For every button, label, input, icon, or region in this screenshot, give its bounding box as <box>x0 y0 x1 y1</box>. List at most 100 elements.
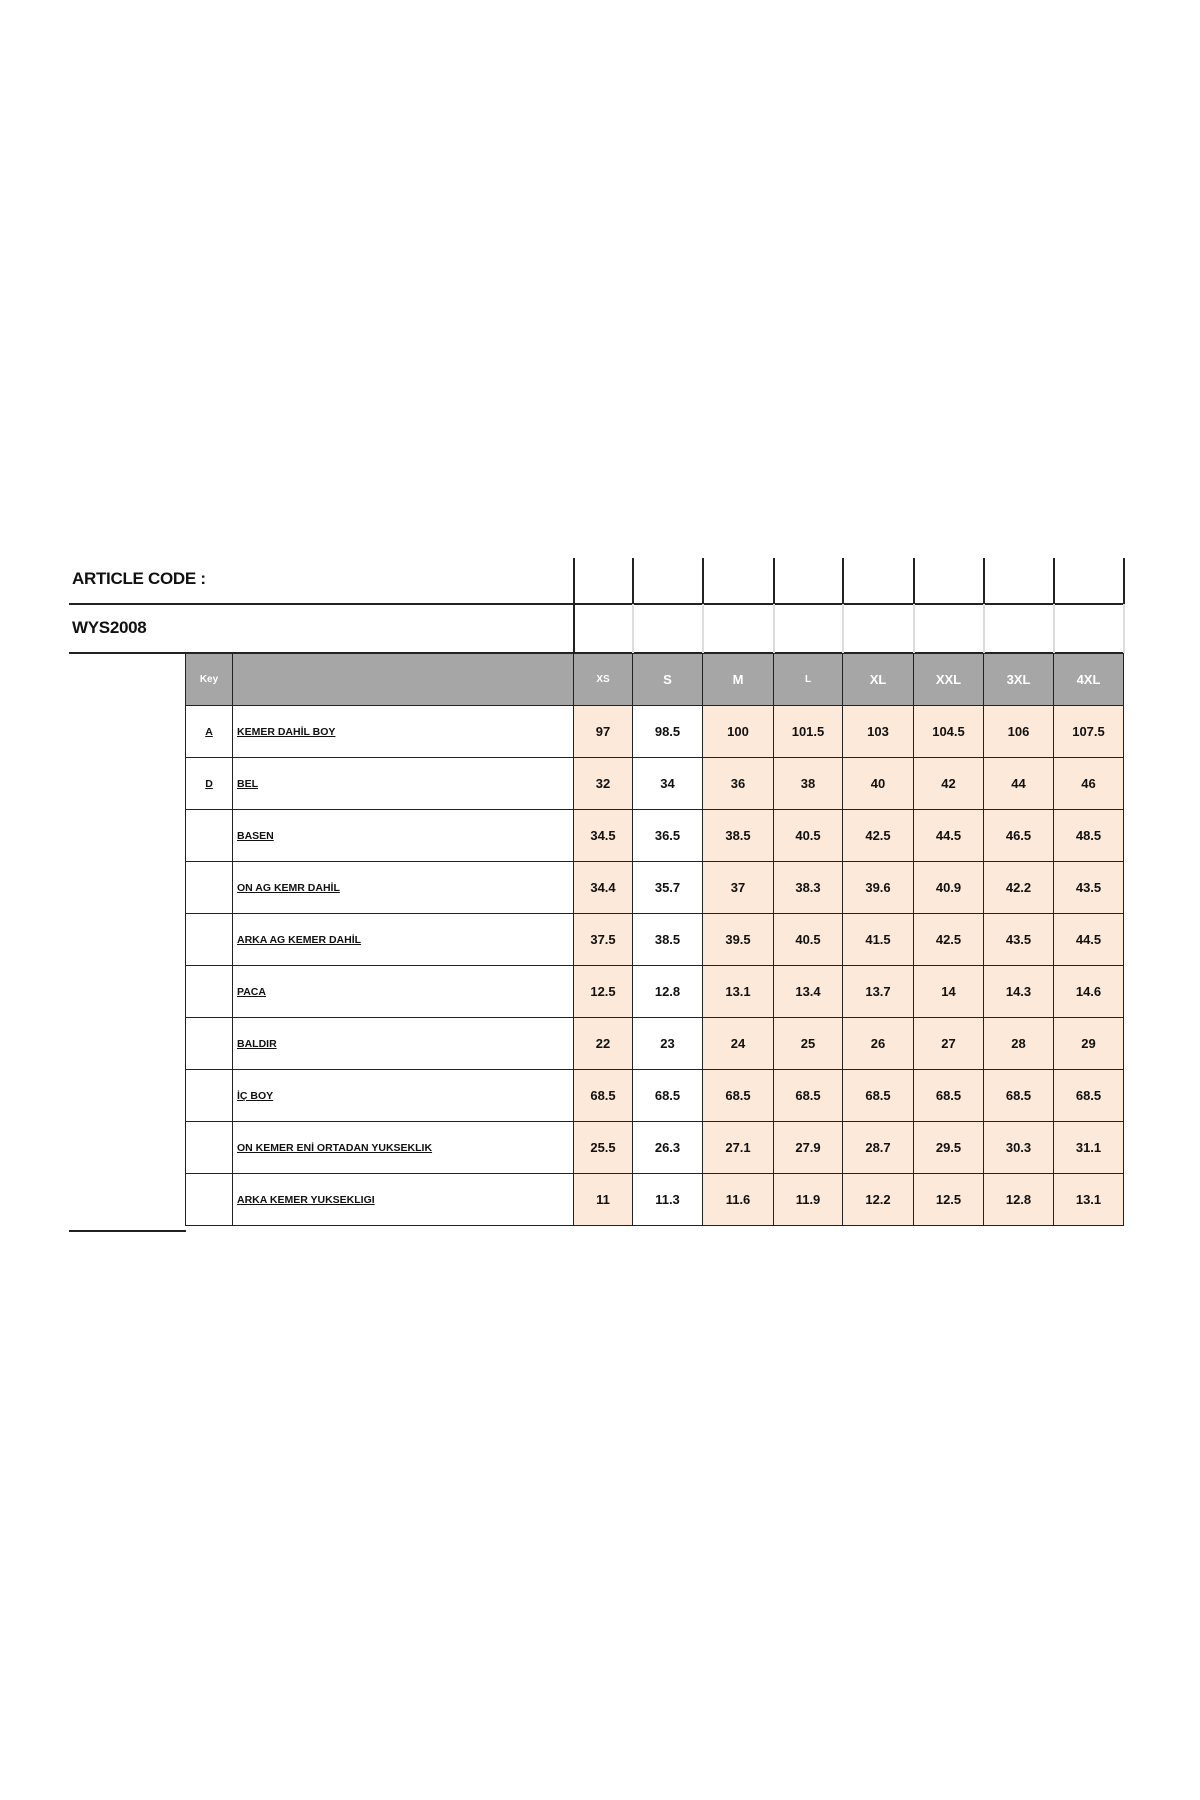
column-line <box>573 558 575 604</box>
header-row: Key XS S M L XL XXL 3XL 4XL <box>185 653 1124 706</box>
column-line <box>842 558 844 604</box>
size-header-s: S <box>632 653 703 706</box>
column-line <box>1123 604 1125 653</box>
row-key <box>185 1069 233 1122</box>
measurement-cell: 68.5 <box>573 1069 633 1122</box>
measurement-cell: 101.5 <box>773 705 843 758</box>
measurement-cell: 104.5 <box>913 705 984 758</box>
row-label: ARKA AG KEMER DAHİL <box>232 913 574 966</box>
column-line <box>1053 604 1055 653</box>
measurement-cell: 13.4 <box>773 965 843 1018</box>
measurement-cell: 27.1 <box>702 1121 774 1174</box>
measurement-cell: 38.5 <box>702 809 774 862</box>
row-label: ON AG KEMR DAHİL <box>232 861 574 914</box>
row-label: KEMER DAHİL BOY <box>232 705 574 758</box>
measurement-cell: 27.9 <box>773 1121 843 1174</box>
row-label-text: ON AG KEMR DAHİL <box>237 881 340 894</box>
row-key-text: A <box>205 725 213 738</box>
row-label: BALDIR <box>232 1017 574 1070</box>
row-key <box>185 965 233 1018</box>
measurement-cell: 48.5 <box>1053 809 1124 862</box>
measurement-cell: 68.5 <box>983 1069 1054 1122</box>
article-code-value: WYS2008 <box>72 618 147 637</box>
column-line <box>913 604 915 653</box>
row-label-text: PACA <box>237 985 266 998</box>
size-table: Key XS S M L XL XXL 3XL 4XL A KEMER DAHİL BOY 97 98.… <box>185 653 1124 1226</box>
measurement-cell: 12.5 <box>913 1173 984 1226</box>
measurement-cell: 44 <box>983 757 1054 810</box>
measurement-cell: 22 <box>573 1017 633 1070</box>
row-key <box>185 1121 233 1174</box>
column-line <box>632 604 634 653</box>
size-header-xxl: XXL <box>913 653 984 706</box>
measurement-cell: 34.4 <box>573 861 633 914</box>
size-header-m: M <box>702 653 774 706</box>
row-key: A <box>185 705 233 758</box>
measurement-cell: 40.5 <box>773 809 843 862</box>
table-row: ARKA KEMER YUKSEKLIGI 11 11.3 11.6 11.9 12.2 1… <box>185 1173 1124 1226</box>
row-key <box>185 1017 233 1070</box>
measurement-cell: 34.5 <box>573 809 633 862</box>
table-row: A KEMER DAHİL BOY 97 98.5 100 101.5 103 104.5 10… <box>185 705 1124 758</box>
measurement-cell: 12.8 <box>983 1173 1054 1226</box>
measurement-cell: 106 <box>983 705 1054 758</box>
measurement-cell: 103 <box>842 705 914 758</box>
measurement-cell: 37.5 <box>573 913 633 966</box>
table-row: ARKA AG KEMER DAHİL 37.5 38.5 39.5 40.5 41.5 4… <box>185 913 1124 966</box>
measurement-cell: 38.5 <box>632 913 703 966</box>
measurement-cell: 43.5 <box>983 913 1054 966</box>
measurement-cell: 68.5 <box>632 1069 703 1122</box>
size-header-xl: XL <box>842 653 914 706</box>
row-label: BEL <box>232 757 574 810</box>
measurement-cell: 46 <box>1053 757 1124 810</box>
column-line <box>773 558 775 604</box>
table-row: İÇ BOY 68.5 68.5 68.5 68.5 68.5 68.5 68.5 68.5 <box>185 1069 1124 1122</box>
column-line <box>913 558 915 604</box>
measurement-cell: 98.5 <box>632 705 703 758</box>
measurement-cell: 23 <box>632 1017 703 1070</box>
measurement-cell: 12.2 <box>842 1173 914 1226</box>
measurement-cell: 14.6 <box>1053 965 1124 1018</box>
measurement-cell: 14 <box>913 965 984 1018</box>
column-line <box>573 604 575 653</box>
size-header-xs: XS <box>573 653 633 706</box>
measurement-cell: 32 <box>573 757 633 810</box>
size-header-l: L <box>773 653 843 706</box>
table-row: PACA 12.5 12.8 13.1 13.4 13.7 14 14.3 14.6 <box>185 965 1124 1018</box>
row-label: PACA <box>232 965 574 1018</box>
measurement-cell: 38 <box>773 757 843 810</box>
measurement-cell: 42.5 <box>913 913 984 966</box>
measurement-cell: 36.5 <box>632 809 703 862</box>
row-key <box>185 1173 233 1226</box>
column-line <box>1053 558 1055 604</box>
label-header <box>232 653 574 706</box>
measurement-cell: 68.5 <box>842 1069 914 1122</box>
measurement-cell: 29.5 <box>913 1121 984 1174</box>
measurement-cell: 34 <box>632 757 703 810</box>
row-key: D <box>185 757 233 810</box>
measurement-cell: 12.8 <box>632 965 703 1018</box>
measurement-cell: 11.3 <box>632 1173 703 1226</box>
measurement-cell: 12.5 <box>573 965 633 1018</box>
key-header: Key <box>185 653 233 706</box>
measurement-cell: 31.1 <box>1053 1121 1124 1174</box>
column-line <box>1123 558 1125 604</box>
measurement-cell: 24 <box>702 1017 774 1070</box>
measurement-cell: 36 <box>702 757 774 810</box>
measurement-cell: 40 <box>842 757 914 810</box>
table-row: BASEN 34.5 36.5 38.5 40.5 42.5 44.5 46.5 48.5 <box>185 809 1124 862</box>
row-label: İÇ BOY <box>232 1069 574 1122</box>
measurement-cell: 40.5 <box>773 913 843 966</box>
measurement-cell: 68.5 <box>773 1069 843 1122</box>
row-label: BASEN <box>232 809 574 862</box>
column-line <box>702 558 704 604</box>
row-label-text: İÇ BOY <box>237 1089 274 1102</box>
measurement-cell: 14.3 <box>983 965 1054 1018</box>
measurement-cell: 44.5 <box>913 809 984 862</box>
measurement-cell: 25 <box>773 1017 843 1070</box>
row-label-text: BALDIR <box>237 1037 277 1050</box>
measurement-cell: 35.7 <box>632 861 703 914</box>
table-row: ON AG KEMR DAHİL 34.4 35.7 37 38.3 39.6 40.9 42… <box>185 861 1124 914</box>
measurement-cell: 68.5 <box>702 1069 774 1122</box>
table-row: D BEL 32 34 36 38 40 42 44 46 <box>185 757 1124 810</box>
